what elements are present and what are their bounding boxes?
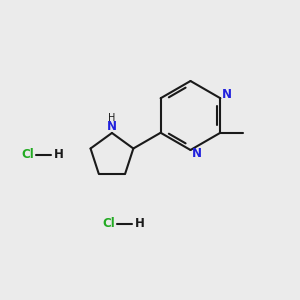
Text: H: H [134,217,144,230]
Text: N: N [192,147,202,160]
Text: N: N [222,88,232,101]
Text: Cl: Cl [22,148,34,161]
Text: H: H [108,113,116,123]
Text: Cl: Cl [103,217,116,230]
Text: H: H [53,148,63,161]
Text: N: N [107,120,117,133]
